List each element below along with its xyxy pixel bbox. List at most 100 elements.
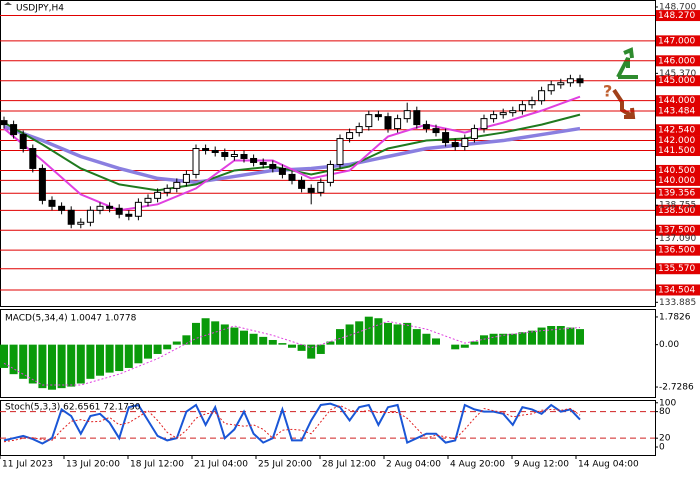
macd-bar (115, 344, 124, 372)
candle-body (509, 110, 517, 114)
macd-bar (57, 344, 66, 389)
macd-bar (240, 330, 248, 345)
candle-body (125, 213, 133, 217)
macd-bar (288, 344, 296, 348)
macd-bar (374, 318, 383, 345)
y-tick-label: 0.00 (659, 340, 679, 350)
macd-bar (345, 324, 354, 345)
level-label: 139.356 (658, 189, 695, 199)
macd-bar (144, 344, 152, 359)
level-label-box (656, 224, 700, 236)
macd-bar (537, 327, 546, 345)
candle-body (566, 78, 574, 84)
candle-body (557, 82, 565, 86)
candle-body (58, 205, 66, 211)
level-label: 135.570 (658, 264, 695, 274)
candle-body (230, 153, 238, 157)
level-label: 143.484 (658, 106, 695, 116)
level-label: 134.504 (658, 285, 695, 295)
level-label-box (656, 105, 700, 117)
candle-body (106, 205, 114, 209)
candle-body (202, 148, 210, 152)
macd-bar (307, 344, 316, 359)
macd-bar (412, 329, 421, 345)
level-label-box (656, 145, 700, 157)
candle-body (278, 167, 286, 175)
macd-bar (201, 318, 210, 345)
y-tick-label: 133.885 (659, 298, 696, 308)
macd-bar (9, 344, 18, 375)
candle-body (547, 84, 555, 92)
candle-body (67, 209, 75, 225)
level-label: 138.500 (658, 206, 695, 216)
candle-body (48, 199, 56, 207)
candle-body (403, 110, 411, 120)
candle-body (134, 201, 142, 217)
level-label: 144.000 (658, 96, 695, 106)
candle-body (365, 114, 373, 128)
macd-bar (259, 336, 268, 345)
x-tick-label: 21 Jul 04:00 (194, 460, 248, 470)
candle-body (269, 163, 277, 169)
macd-bar (67, 344, 76, 387)
macd-bar (508, 333, 517, 345)
macd-bar (422, 333, 431, 345)
candle-body (422, 124, 430, 130)
macd-signal (3, 320, 581, 386)
macd-bar (460, 344, 469, 348)
macd-bar (0, 344, 8, 368)
macd-bar (547, 326, 556, 345)
macd-bar (556, 326, 565, 345)
x-tick-label: 11 Jul 2023 (2, 460, 53, 470)
candle-body (384, 116, 392, 130)
stoch-line (3, 404, 581, 443)
candle-body (461, 138, 469, 148)
candle-body (576, 78, 584, 84)
level-label: 137.500 (658, 226, 695, 236)
level-label-box (656, 204, 700, 216)
candle-body (173, 181, 181, 189)
macd-bar (336, 329, 344, 345)
candle-body (528, 100, 536, 106)
macd-bar (124, 344, 133, 368)
candle-body (298, 179, 306, 189)
macd-bar (489, 333, 498, 345)
macd-bar (86, 344, 95, 379)
candle-body (29, 148, 37, 169)
macd-bar (182, 335, 191, 345)
candle-body (432, 128, 440, 134)
y-tick-label: 137.090 (659, 234, 696, 244)
macd-bar (528, 330, 536, 345)
level-label-box (656, 284, 700, 296)
macd-bar (480, 335, 488, 345)
stoch-title: Stoch(5,3,3) 62.6561 72.1730 (5, 403, 141, 413)
macd-bar (364, 316, 373, 345)
candle-body (317, 181, 325, 193)
candle-body (480, 118, 488, 130)
macd-bar (230, 327, 239, 345)
stoch-line (3, 402, 581, 445)
macd-bar (384, 322, 392, 345)
price-panel (0, 0, 656, 307)
y-tick-label: 100 (659, 398, 676, 408)
macd-bar (278, 343, 287, 345)
macd-bar (220, 324, 229, 345)
macd-bar (192, 322, 200, 345)
candle-body (490, 114, 498, 120)
macd-bar (268, 339, 277, 345)
candle-body (470, 128, 478, 140)
level-label-box (656, 55, 700, 67)
level-label-box (656, 135, 700, 147)
macd-bar (211, 321, 220, 345)
candle-body (336, 138, 344, 165)
macd-bar (153, 344, 162, 354)
candle-body (538, 90, 546, 102)
level-label-box (656, 95, 700, 107)
macd-bar (518, 332, 527, 345)
macd-bar (249, 333, 258, 345)
candle-body (0, 120, 8, 126)
macd-bar (76, 344, 85, 384)
up-arrow (616, 47, 638, 79)
macd-bar (134, 344, 143, 364)
